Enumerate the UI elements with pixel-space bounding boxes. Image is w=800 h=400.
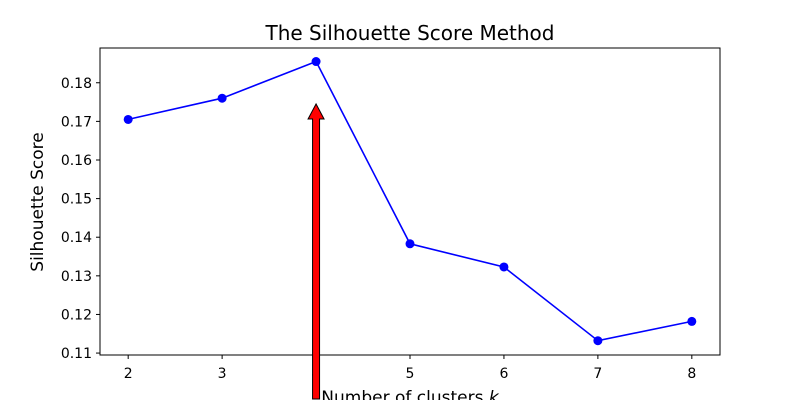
data-point [311,57,321,67]
x-tick-label: 3 [218,366,227,382]
plot-area: 2345678 0.110.120.130.140.150.160.170.18 [61,47,721,400]
x-axis-ticks: 2345678 [124,355,696,382]
data-point [593,336,603,346]
annotation-arrow [307,102,325,400]
x-tick-label: 8 [687,366,696,382]
y-tick-label: 0.18 [61,76,92,92]
y-tick-label: 0.13 [61,269,92,285]
data-point [687,316,697,326]
x-axis-title: Number of clusters k [321,388,500,400]
y-tick-label: 0.14 [61,230,92,246]
data-point [499,262,509,272]
x-tick-label: 2 [124,366,133,382]
x-tick-label: 7 [593,366,602,382]
x-tick-label: 6 [499,366,508,382]
data-point [217,93,227,103]
data-point [405,239,415,249]
y-tick-label: 0.12 [61,307,92,323]
x-tick-label: 5 [406,366,415,382]
y-tick-label: 0.17 [61,114,92,130]
annotation-arrow-shape [307,102,325,400]
data-point [123,114,133,124]
series-markers [123,57,697,346]
y-axis-title: Silhouette Score [28,132,48,271]
y-axis-ticks: 0.11 0.12 0.13 0.14 0.15 0.16 0.17 0.18 [61,76,100,362]
series-line [128,60,692,342]
y-tick-label: 0.16 [61,153,92,169]
y-tick-label: 0.15 [61,192,92,208]
y-tick-label: 0.11 [61,346,92,362]
chart-title: The Silhouette Score Method [265,21,555,45]
x-axis-title-text: Number of clusters [321,388,489,400]
x-axis-title-var: k [489,388,500,400]
axes-frame [99,47,721,356]
